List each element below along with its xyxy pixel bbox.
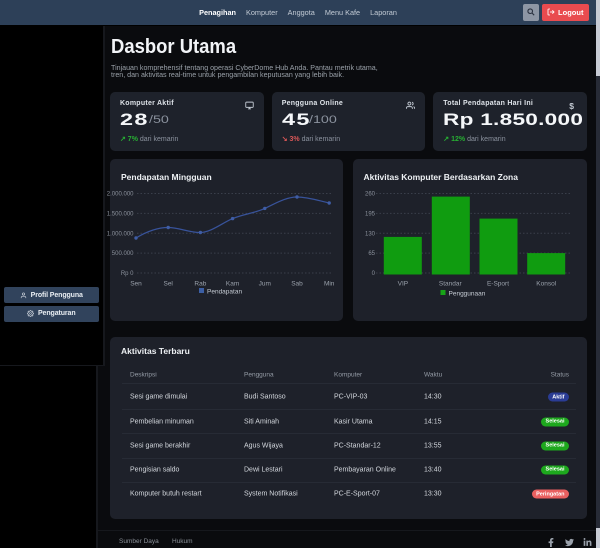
svg-text:195: 195 <box>364 211 375 217</box>
svg-text:Sen: Sen <box>130 281 142 288</box>
svg-text:Standar: Standar <box>438 281 462 288</box>
svg-text:VIP: VIP <box>397 281 407 288</box>
svg-text:2.000.000: 2.000.000 <box>107 192 134 198</box>
svg-text:130: 130 <box>364 231 375 237</box>
svg-text:1.000.000: 1.000.000 <box>107 231 134 237</box>
svg-text:1.500.000: 1.500.000 <box>107 211 134 217</box>
svg-text:500.000: 500.000 <box>112 251 134 257</box>
svg-text:260: 260 <box>364 192 375 198</box>
svg-text:Min: Min <box>324 281 335 288</box>
svg-text:65: 65 <box>368 251 375 257</box>
svg-text:0: 0 <box>371 271 375 277</box>
svg-text:Pendapatan: Pendapatan <box>207 289 242 296</box>
svg-text:Jum: Jum <box>259 281 271 288</box>
svg-text:Rab: Rab <box>194 281 206 288</box>
svg-text:Kam: Kam <box>226 281 239 288</box>
svg-text:Konsol: Konsol <box>536 281 556 288</box>
svg-text:Rp 0: Rp 0 <box>121 271 134 277</box>
svg-text:Sab: Sab <box>291 281 303 288</box>
svg-text:Sel: Sel <box>163 281 173 288</box>
svg-text:E-Sport: E-Sport <box>486 281 508 288</box>
svg-text:Penggunaan: Penggunaan <box>448 291 485 298</box>
